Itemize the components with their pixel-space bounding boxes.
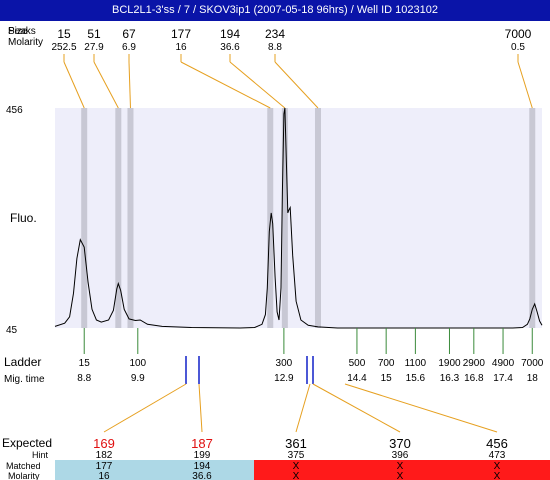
ladder-size-label: 1900: [438, 358, 461, 369]
unmatched-row-bg: [254, 460, 550, 480]
peaks-caption: Peaks: [8, 26, 36, 37]
expected-connector: [103, 383, 187, 433]
peak-size-label: 177: [171, 27, 191, 41]
hint-value: 396: [392, 450, 409, 461]
peak-band: [127, 108, 134, 328]
peak-connector: [128, 61, 131, 109]
peak-size-label: 194: [220, 27, 240, 41]
plot-area: [55, 108, 542, 328]
y-axis-max-label: 456: [6, 105, 23, 116]
hint-value: 199: [194, 450, 211, 461]
expected-size-label: 169: [93, 436, 115, 451]
ladder-size-label: 15: [79, 358, 91, 369]
expected-size-label: 361: [285, 436, 307, 451]
molarity-value: X: [494, 471, 501, 480]
peak-size-label: 67: [122, 27, 136, 41]
peak-connector: [274, 61, 319, 109]
molarity-value: X: [293, 471, 300, 480]
ladder-time-label: 16.8: [464, 373, 484, 384]
matched-row-bg: [55, 460, 254, 480]
ladder-time-label: 12.9: [274, 373, 294, 384]
peak-molarity-label: 16: [175, 42, 187, 53]
hint-caption: Hint: [32, 450, 49, 460]
expected-connector: [344, 383, 498, 433]
peak-connector: [517, 61, 533, 109]
expected-caption: Expected: [2, 436, 52, 450]
peak-connector: [93, 61, 119, 109]
ladder-time-label: 15: [381, 373, 393, 384]
trace-line: [54, 107, 543, 329]
ladder-size-label: 500: [349, 358, 366, 369]
peak-molarity-label: 6.9: [122, 42, 136, 53]
ladder-time-label: 16.3: [440, 373, 460, 384]
molarity-caption: Molarity: [8, 37, 43, 48]
hint-value: 473: [489, 450, 506, 461]
matched-value: 177: [96, 461, 113, 472]
peak-connector: [229, 61, 286, 109]
expected-connector: [198, 383, 203, 433]
expected-connector: [312, 383, 401, 433]
y-axis-min-label: 45: [6, 325, 18, 336]
peak-band: [81, 108, 88, 328]
peak-size-label: 51: [87, 27, 101, 41]
molarity-bottom-caption: Molarity: [8, 471, 40, 480]
ladder-size-label: 100: [129, 358, 146, 369]
ladder-size-label: 4900: [492, 358, 515, 369]
hint-value: 182: [96, 450, 113, 461]
matched-value: X: [494, 461, 501, 472]
peak-molarity-label: 8.8: [268, 42, 282, 53]
expected-size-label: 456: [486, 436, 508, 451]
ladder-size-label: 700: [378, 358, 395, 369]
peak-connector: [63, 61, 85, 109]
matched-caption: Matched: [6, 461, 41, 471]
peak-connector: [180, 61, 271, 109]
peak-molarity-label: 36.6: [220, 42, 240, 53]
y-axis-title: Fluo.: [10, 211, 37, 225]
ladder-time-label: 9.9: [131, 373, 145, 384]
ladder-time-label: 14.4: [347, 373, 367, 384]
molarity-value: X: [397, 471, 404, 480]
ladder-size-label: 7000: [521, 358, 544, 369]
peak-band: [314, 108, 321, 328]
molarity-value: 36.6: [192, 471, 212, 480]
ladder-time-label: 17.4: [493, 373, 513, 384]
expected-connector: [295, 383, 311, 433]
peak-band: [281, 108, 288, 328]
ladder-size-label: 1100: [405, 358, 427, 369]
ladder-size-label: 300: [276, 358, 293, 369]
peak-molarity-label: 0.5: [511, 42, 525, 53]
peak-band: [115, 108, 122, 328]
ladder-time-label: 18: [527, 373, 539, 384]
molarity-value: 16: [98, 471, 110, 480]
mig-time-caption: Mig. time: [4, 374, 45, 385]
peak-molarity-label: 252.5: [51, 42, 76, 53]
chart-title: BCL2L1-3'ss / 7 / SKOV3ip1 (2007-05-18 9…: [0, 0, 550, 21]
peak-band: [529, 108, 536, 328]
peak-size-label: 7000: [505, 27, 532, 41]
peak-molarity-label: 27.9: [84, 42, 104, 53]
peak-size-label: 234: [265, 27, 285, 41]
matched-value: X: [293, 461, 300, 472]
ladder-time-label: 15.6: [406, 373, 426, 384]
size-caption: Size: [8, 26, 28, 37]
expected-size-label: 370: [389, 436, 411, 451]
ladder-caption: Ladder: [4, 355, 41, 369]
peak-size-label: 15: [57, 27, 71, 41]
ladder-time-label: 8.8: [77, 373, 91, 384]
expected-size-label: 187: [191, 436, 213, 451]
matched-value: 194: [194, 461, 211, 472]
matched-value: X: [397, 461, 404, 472]
hint-value: 375: [288, 450, 305, 461]
ladder-size-label: 2900: [463, 358, 486, 369]
